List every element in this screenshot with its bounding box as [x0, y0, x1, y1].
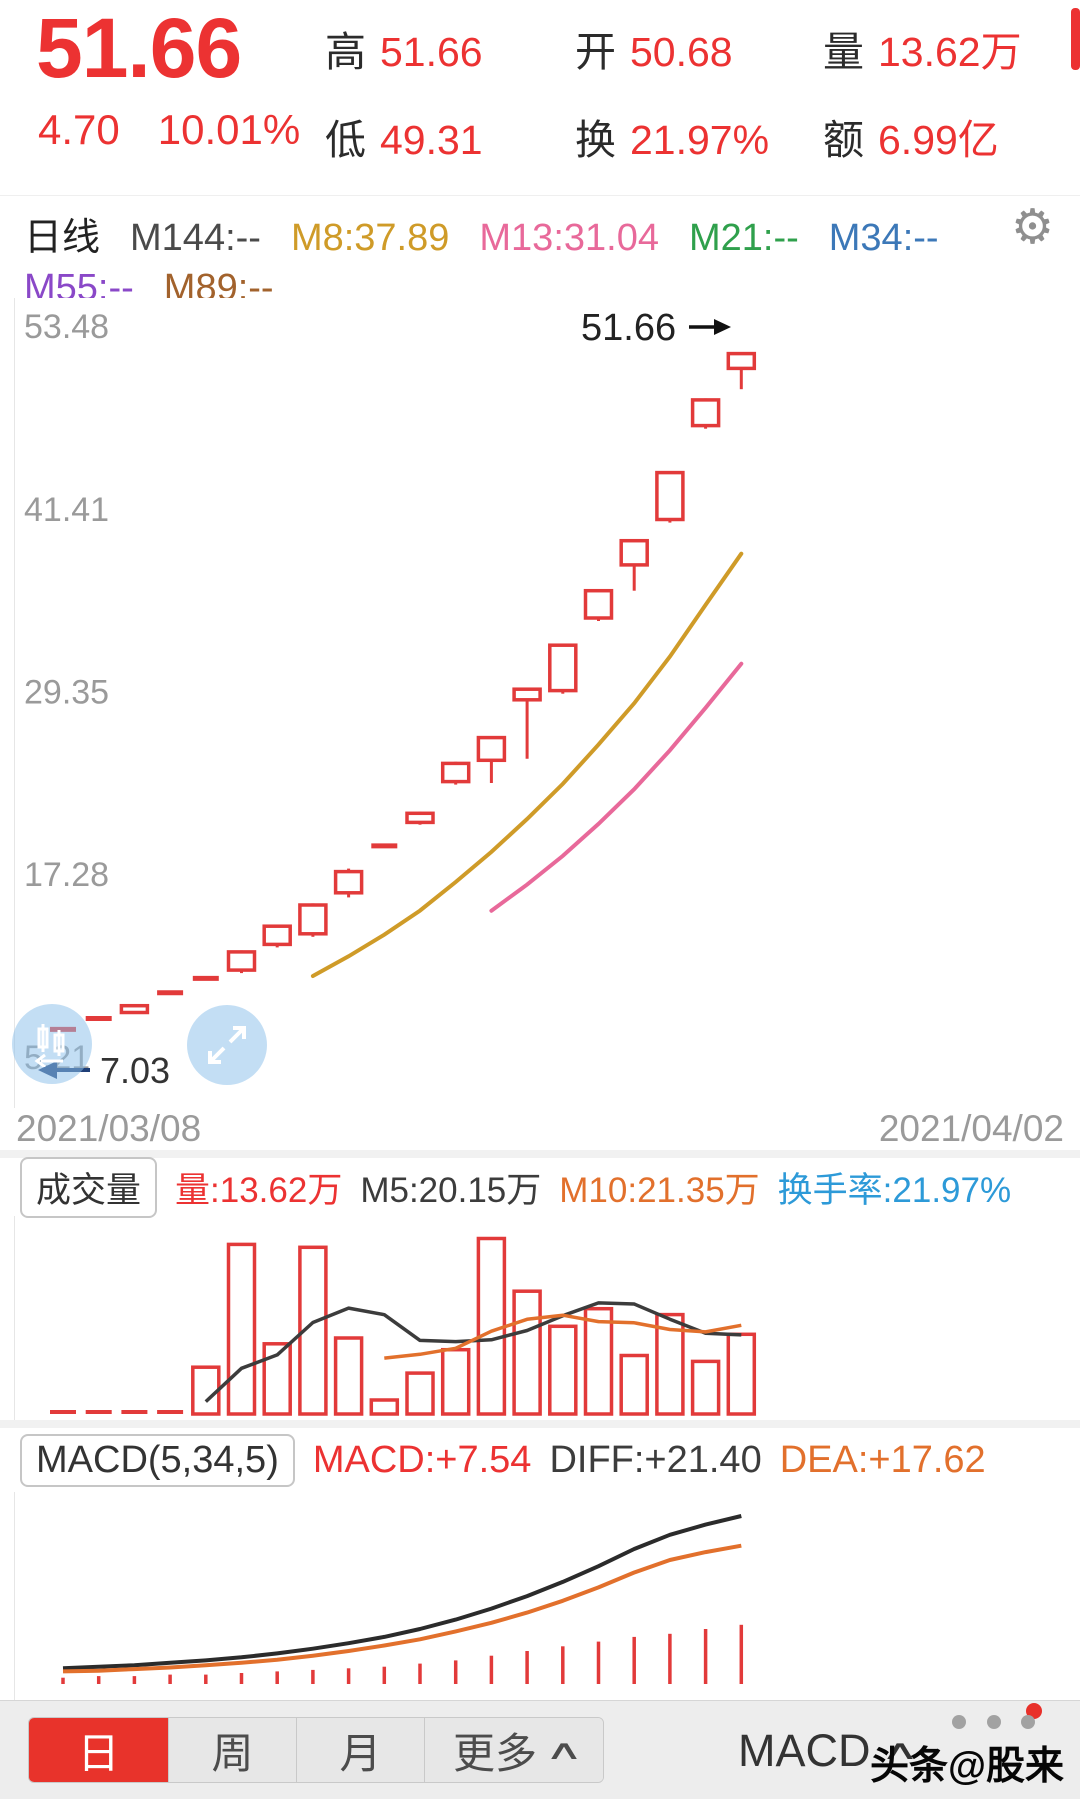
stat-volume: 量 13.62万	[823, 29, 1022, 75]
expand-arrows-icon	[208, 1026, 246, 1064]
stat-low: 低 49.31	[325, 117, 483, 163]
macd-chart-svg[interactable]	[0, 1492, 1080, 1700]
macd-left-border	[14, 1492, 15, 1700]
fullscreen-expand-button[interactable]	[187, 1005, 267, 1085]
x-axis-dates: 2021/03/08 2021/04/02	[0, 1108, 1080, 1150]
svg-text:41.41: 41.41	[24, 491, 109, 529]
kline-switch-icon	[34, 1024, 65, 1067]
tab-monthly[interactable]: 月	[297, 1718, 425, 1782]
chart-switch-button[interactable]	[12, 1004, 92, 1084]
dea-value: DEA:+17.62	[779, 1438, 986, 1481]
stat-amount: 额 6.99亿	[823, 117, 999, 163]
ma-toolbar: 日线 M144:-- M8:37.89 M13:31.04 M21:-- M34…	[0, 195, 1080, 309]
current-price: 51.66	[36, 1, 242, 95]
stat-high: 高 51.66	[325, 29, 483, 75]
date-end: 2021/04/02	[878, 1108, 1064, 1149]
diff-value: DIFF:+21.40	[549, 1438, 762, 1481]
volume-m10: M10:21.35万	[559, 1170, 760, 1210]
svg-text:51.66: 51.66	[581, 307, 676, 349]
macd-pane[interactable]: MACD(5,34,5) MACD:+7.54 DIFF:+21.40 DEA:…	[0, 1428, 1080, 1700]
settings-gear-icon[interactable]: ⚙	[1010, 201, 1054, 254]
price-change-row: 4.70 10.01%	[38, 106, 300, 154]
volume-pane[interactable]: 成交量 量:13.62万 M5:20.15万 M10:21.35万 换手率:21…	[0, 1156, 1080, 1420]
date-start: 2021/03/08	[16, 1108, 202, 1149]
pane-separator-2	[0, 1420, 1080, 1428]
ma-34: M34:--	[828, 217, 939, 259]
macd-pane-header: MACD(5,34,5) MACD:+7.54 DIFF:+21.40 DEA:…	[0, 1428, 1080, 1492]
ma-8: M8:37.89	[290, 217, 450, 259]
volume-current: 量:13.62万	[175, 1170, 343, 1210]
ma-row-1: 日线 M144:-- M8:37.89 M13:31.04 M21:-- M34…	[0, 206, 1080, 261]
stat-turnover: 换 21.97%	[575, 117, 770, 163]
tab-weekly[interactable]: 周	[169, 1718, 297, 1782]
svg-text:17.28: 17.28	[24, 856, 109, 894]
chevron-up-icon: ∧	[544, 1735, 584, 1765]
macd-label-box[interactable]: MACD(5,34,5)	[20, 1433, 295, 1487]
volume-bars-svg[interactable]	[0, 1216, 1080, 1420]
quote-header: 51.66 4.70 10.01% 高 51.66 开 50.68 量 13.62万 …	[0, 0, 1080, 195]
price-change-pct: 10.01%	[157, 106, 301, 153]
volume-left-border	[14, 1216, 15, 1420]
gray-dot-1	[952, 1715, 966, 1729]
stat-open: 开 50.68	[575, 29, 733, 75]
svg-text:7.03: 7.03	[100, 1050, 170, 1091]
ma-13: M13:31.04	[479, 217, 659, 259]
bottom-tab-bar: 日 周 月 更多 ∧ MACD ∧ 头条@股来	[0, 1700, 1080, 1799]
ma-21: M21:--	[688, 217, 799, 259]
price-change: 4.70	[38, 106, 120, 153]
ma-144: M144:--	[130, 217, 261, 259]
macd-value: MACD:+7.54	[312, 1438, 532, 1481]
volume-m5: M5:20.15万	[360, 1170, 542, 1210]
period-label[interactable]: 日线	[24, 217, 101, 259]
tab-more[interactable]: 更多 ∧	[425, 1718, 603, 1782]
pane-separator	[0, 1150, 1080, 1158]
indicator-selector[interactable]: MACD ∧	[738, 1724, 920, 1776]
watermark: 头条@股来	[869, 1745, 1064, 1788]
svg-text:53.48: 53.48	[24, 308, 109, 346]
gray-dot-2	[987, 1715, 1001, 1729]
volume-label-box[interactable]: 成交量	[20, 1156, 158, 1218]
gray-dot-3	[1021, 1715, 1035, 1729]
turnover-rate: 换手率:21.97%	[777, 1170, 1012, 1210]
chevron-up-icon-2: ∧	[879, 1735, 920, 1766]
volume-pane-header: 成交量 量:13.62万 M5:20.15万 M10:21.35万 换手率:21…	[0, 1156, 1080, 1218]
quote-stats: 高 51.66 开 50.68 量 13.62万 低 49.31 换 21.97% 额 6.…	[325, 18, 1080, 163]
scroll-indicator	[1071, 8, 1080, 70]
chart-left-border	[14, 298, 15, 1108]
tab-daily[interactable]: 日	[29, 1718, 169, 1782]
period-tab-group: 日 周 月 更多 ∧	[28, 1717, 604, 1783]
svg-text:29.35: 29.35	[24, 673, 109, 711]
